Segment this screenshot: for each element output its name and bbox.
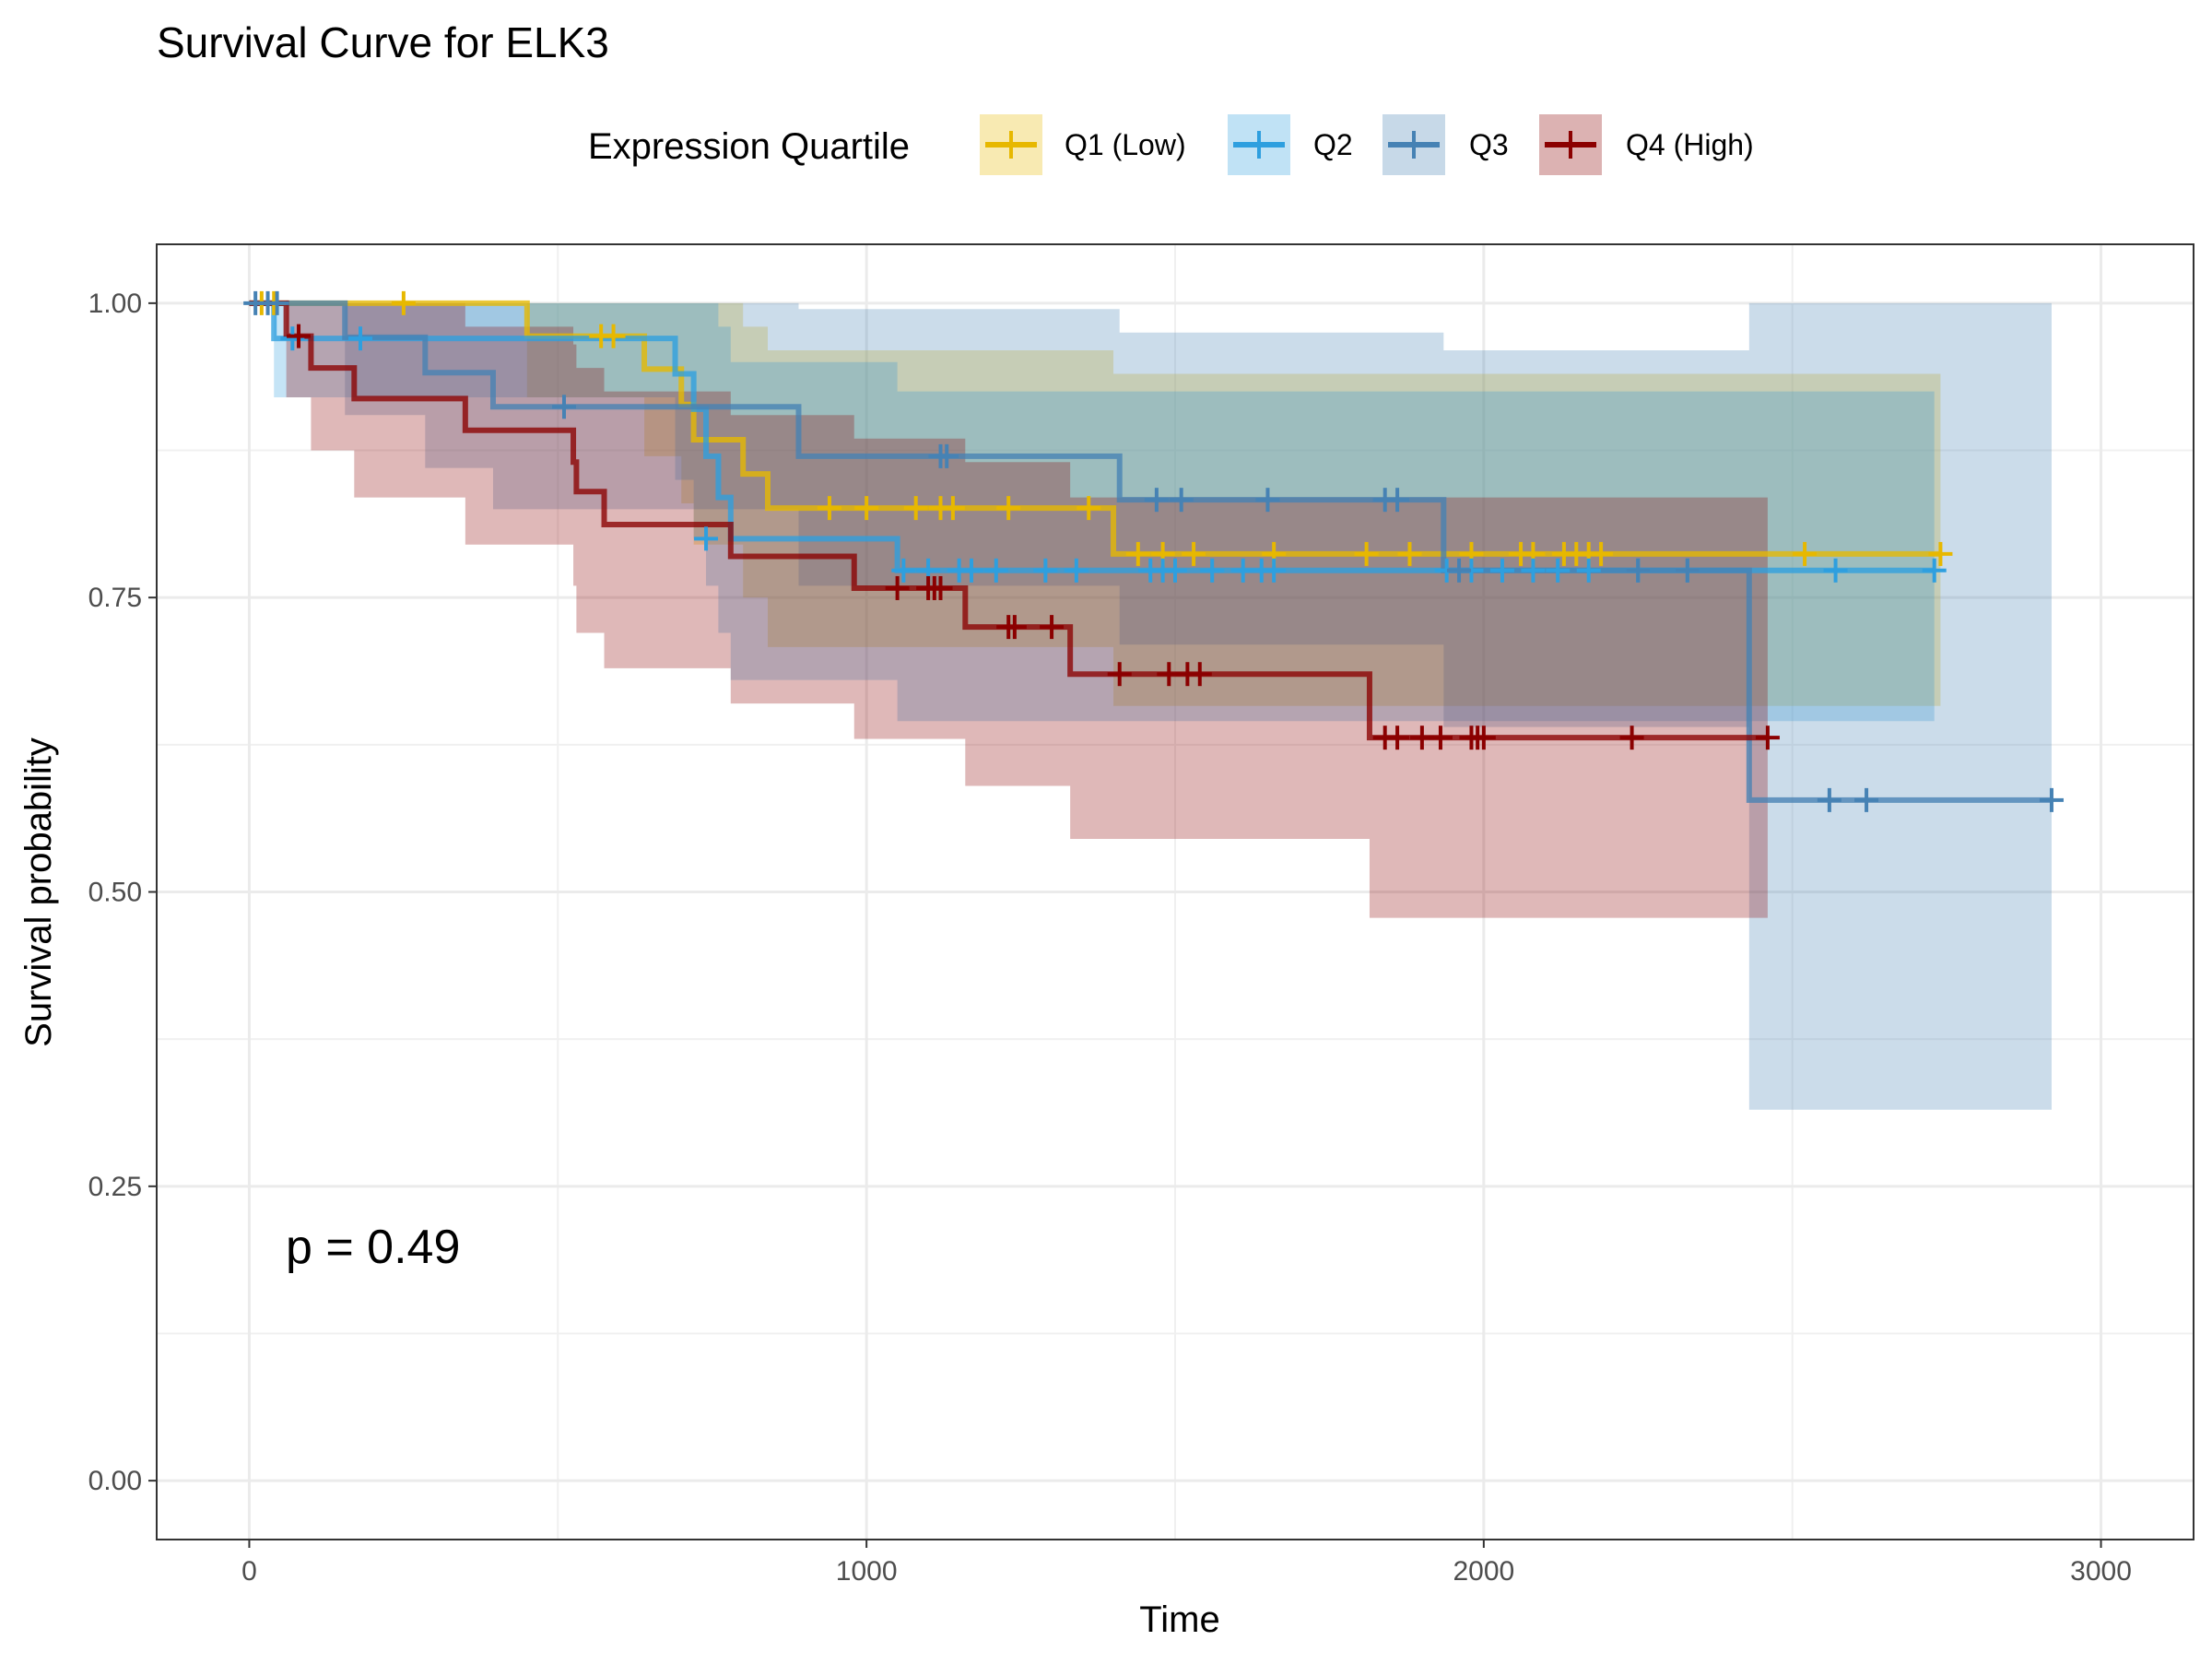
legend-label-q4-high: Q4 (High)	[1626, 128, 1754, 161]
ci-band-q3	[249, 302, 2052, 1110]
censor-mark-q2	[1064, 558, 1088, 583]
y-tick-label: 0.75	[88, 583, 142, 613]
censor-mark-q4-high	[1619, 726, 1644, 750]
legend-items: Q1 (Low) Q2 Q3 Q4 (High)	[980, 114, 1754, 175]
legend-label-q3: Q3	[1469, 128, 1509, 161]
censor-mark-q1-low	[1397, 541, 1422, 566]
censor-mark-q1-low	[1589, 541, 1614, 566]
censor-mark-q3	[2039, 787, 2064, 812]
censor-mark-q1-low	[854, 496, 879, 521]
x-tick-label: 1000	[836, 1556, 898, 1587]
censor-marks	[243, 290, 2064, 812]
censor-mark-q2	[1262, 558, 1287, 583]
censor-mark-q4-high	[1040, 615, 1065, 640]
censor-mark-q4-high	[1755, 726, 1780, 750]
ci-band-q4-high	[249, 302, 1768, 918]
ci-band-q2	[249, 302, 1935, 722]
axes: 0 1000 2000 3000 0.00 0.25 0.50 0.75 1.00	[88, 289, 2132, 1587]
censor-mark-q2	[1576, 558, 1601, 583]
censor-mark-q2	[1521, 558, 1546, 583]
censor-mark-q3	[552, 395, 576, 419]
censor-mark-q1-low	[601, 324, 626, 348]
censor-mark-q2	[1489, 558, 1514, 583]
censor-mark-q2	[694, 526, 719, 551]
censor-mark-q2	[1033, 558, 1058, 583]
censor-mark-q2	[891, 558, 916, 583]
legend-label-q1-low: Q1 (Low)	[1065, 128, 1186, 161]
censor-mark-q3	[1626, 558, 1651, 583]
censor-mark-q3	[1255, 488, 1280, 513]
y-tick-label: 1.00	[88, 289, 142, 319]
censor-mark-q1-low	[391, 290, 416, 315]
censor-mark-q3	[1385, 488, 1410, 513]
censor-mark-q4-high	[287, 324, 312, 348]
censor-mark-q3	[1144, 488, 1169, 513]
censor-mark-q1-low	[903, 496, 928, 521]
censor-mark-q1-low	[1077, 496, 1101, 521]
legend-label-q2: Q2	[1313, 128, 1353, 161]
censor-mark-q4-high	[1471, 726, 1496, 750]
y-axis-label: Survival probability	[18, 738, 59, 1047]
legend: Expression Quartile Q1 (Low) Q2 Q3 Q4 (High…	[588, 114, 1754, 175]
censor-mark-q4-high	[1002, 615, 1027, 640]
censor-mark-q2	[1823, 558, 1848, 583]
x-tick-label: 0	[241, 1556, 257, 1587]
censor-mark-q4-high	[1385, 726, 1410, 750]
censor-mark-q3	[1169, 488, 1194, 513]
y-tick-label: 0.50	[88, 878, 142, 908]
censor-mark-q4-high	[928, 575, 953, 600]
censor-mark-q2	[1163, 558, 1187, 583]
chart-title: Survival Curve for ELK3	[157, 18, 609, 66]
censor-mark-q3	[935, 443, 959, 468]
y-tick-label: 0.25	[88, 1172, 142, 1202]
x-tick-label: 2000	[1453, 1556, 1514, 1587]
censor-mark-q2	[348, 326, 372, 351]
survival-curve-q3	[249, 300, 2052, 803]
censor-mark-q2	[959, 558, 983, 583]
legend-title: Expression Quartile	[588, 126, 910, 167]
censor-mark-q1-low	[940, 496, 965, 521]
x-tick-label: 3000	[2070, 1556, 2132, 1587]
censor-mark-q4-high	[1187, 662, 1212, 687]
y-tick-label: 0.00	[88, 1466, 142, 1496]
survival-curve-q2	[249, 300, 1935, 573]
censor-mark-q1-low	[1354, 541, 1379, 566]
grid-minor	[157, 244, 2194, 1540]
p-value-annotation: p = 0.49	[286, 1221, 460, 1274]
censor-mark-q2	[1922, 558, 1947, 583]
censor-mark-q2	[1200, 558, 1225, 583]
censor-mark-q4-high	[1107, 662, 1132, 687]
plot-area: p = 0.49	[156, 243, 2194, 1540]
censor-mark-q3	[1817, 787, 1841, 812]
censor-mark-q2	[983, 558, 1008, 583]
censor-mark-q4-high	[1428, 726, 1453, 750]
censor-mark-q2	[1546, 558, 1571, 583]
censor-mark-q1-low	[1125, 541, 1150, 566]
censor-mark-q1-low	[1182, 541, 1206, 566]
censor-mark-q3	[1854, 787, 1879, 812]
censor-mark-q3	[265, 290, 289, 315]
censor-mark-q3	[1675, 558, 1700, 583]
censor-mark-q4-high	[885, 575, 910, 600]
censor-mark-q1-low	[817, 496, 841, 521]
censor-mark-q1-low	[996, 496, 1021, 521]
censor-mark-q1-low	[1793, 541, 1818, 566]
censor-mark-q3	[1447, 558, 1472, 583]
censor-mark-q1-low	[1928, 541, 1953, 566]
ci-band-q1-low	[249, 302, 1941, 706]
x-axis-label: Time	[1139, 1599, 1219, 1640]
confidence-bands	[249, 302, 2052, 1110]
